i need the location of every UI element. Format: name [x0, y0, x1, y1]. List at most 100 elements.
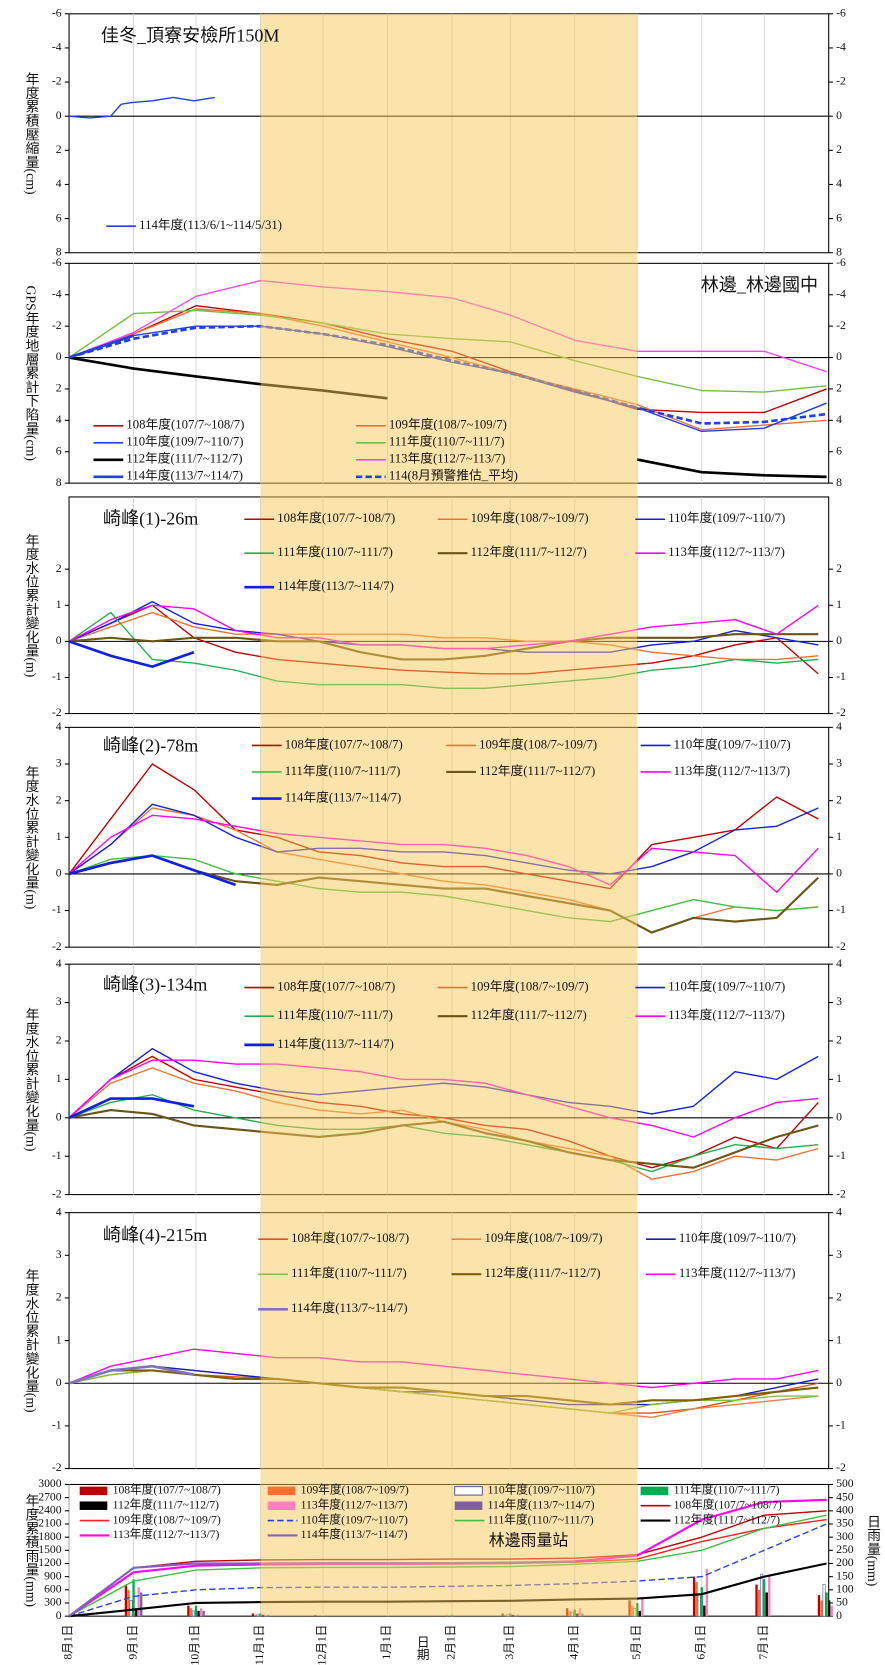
y-tick-label-right: -1: [836, 670, 846, 683]
y-tick-label: 2100: [38, 1517, 62, 1530]
legend-label: 113年度(112/7~113/7): [679, 1265, 796, 1280]
rain-bar: [132, 1579, 135, 1617]
y-tick-label: -1: [52, 1149, 62, 1162]
rain-bar: [251, 1613, 255, 1617]
x-tick-label: 11月1日: [253, 1625, 266, 1665]
rain-bar: [254, 1614, 257, 1617]
y-tick-label: 2: [56, 143, 62, 156]
rain-bar: [636, 1602, 639, 1617]
y-tick-label: 1: [56, 1072, 62, 1085]
legend-swatch: [640, 1486, 669, 1496]
legend-label: 113年度(112/7~113/7): [301, 1497, 408, 1511]
legend-label: 111年度(110/7~111/7): [291, 1265, 407, 1280]
legend-label: 111年度(110/7~111/7): [674, 1483, 780, 1497]
y-tick-label-right: 2: [836, 562, 842, 575]
x-tick-label: 7月1日: [757, 1625, 770, 1660]
legend-label: 110年度(109/7~110/7): [668, 510, 785, 525]
legend-label: 111年度(110/7~111/7): [277, 1007, 393, 1022]
legend-label: 109年度(108/7~109/7): [479, 736, 597, 751]
legend-label: 112年度(111/7~112/7): [471, 544, 587, 559]
legend-label: 113年度(112/7~113/7): [674, 763, 791, 778]
y-tick-label: 900: [44, 1569, 62, 1582]
y-tick-label: -6: [52, 6, 62, 19]
y-tick-label: 0: [56, 1110, 62, 1123]
y-tick-label-right: 6: [836, 444, 842, 457]
y2-tick-label: 250: [836, 1543, 854, 1556]
legend-label: 108年度(107/7~108/7): [285, 736, 403, 751]
legend-label: 111年度(110/7~111/7): [389, 434, 505, 449]
y2-axis-title: 日雨量(mm): [864, 1514, 881, 1586]
series-line: [68, 854, 236, 887]
x-tick-label: 4月1日: [567, 1625, 580, 1660]
series-line: [68, 1364, 195, 1385]
rain-bar: [692, 1576, 696, 1617]
x-tick-label: 10月1日: [189, 1625, 202, 1665]
series-line: [68, 640, 195, 668]
y-tick-label: -1: [52, 1419, 62, 1432]
legend-swatch: [79, 1486, 108, 1496]
y-tick-label: 1800: [38, 1530, 62, 1543]
x-tick-label: 6月1日: [694, 1625, 707, 1660]
y-axis-title: 年度水位累計變化量(m): [23, 533, 40, 677]
y-tick-label-right: -2: [836, 75, 846, 88]
rain-bar: [202, 1610, 205, 1617]
legend-label: 109年度(108/7~109/7): [113, 1512, 221, 1526]
y-tick-label-right: -2: [836, 940, 846, 953]
legend-label: 112年度(111/7~112/7): [484, 1265, 600, 1280]
rain-bar: [187, 1605, 190, 1617]
y-tick-label: 2400: [38, 1504, 62, 1517]
y-tick-label-right: 1: [836, 830, 842, 843]
legend-label: 109年度(108/7~109/7): [389, 417, 507, 432]
x-axis-title: 日期: [415, 1635, 429, 1662]
y-tick-label: 2: [56, 793, 62, 806]
legend-label: 109年度(108/7~109/7): [484, 1230, 602, 1245]
legend-swatch: [267, 1486, 296, 1496]
y-tick-label: -2: [52, 1187, 62, 1200]
legend-label: 108年度(107/7~108/7): [291, 1230, 409, 1245]
y-tick-label: 1500: [38, 1543, 62, 1556]
y-tick-label-right: 4: [836, 1205, 842, 1218]
y-tick-label: -4: [52, 287, 62, 300]
y-axis-title: 年度水位累計變化量(m): [23, 1007, 40, 1151]
rain-bar: [129, 1600, 133, 1617]
legend-label: 111年度(110/7~111/7): [285, 763, 401, 778]
rain-bar: [127, 1589, 130, 1617]
y2-tick-label: 200: [836, 1556, 854, 1569]
panel-title: 崎峰(1)-26m: [103, 508, 198, 529]
y-tick-label: 300: [44, 1596, 62, 1609]
y-tick-label: 0: [56, 109, 62, 122]
x-tick-label: 8月1日: [62, 1625, 75, 1660]
rain-bar: [830, 1605, 833, 1617]
legend-label: 114年度(113/6/1~114/5/31): [139, 217, 282, 232]
legend-label: 109年度(108/7~109/7): [301, 1483, 409, 1497]
y-tick-label-right: -2: [836, 1461, 846, 1474]
highlight-layer: [260, 13, 638, 1617]
y-tick-label: 6: [56, 444, 62, 457]
y-tick-label-right: 0: [836, 867, 842, 880]
legend-swatch: [79, 1501, 108, 1510]
y-tick-label-right: 4: [836, 957, 842, 970]
legend-label: 109年度(108/7~109/7): [471, 978, 589, 993]
legend-label: 108年度(107/7~108/7): [674, 1497, 782, 1511]
y-axis-title: GPS年度地層累計下陷量(cm): [23, 285, 40, 461]
legend-label: 114年度(113/7~114/7): [488, 1497, 595, 1511]
legend-label: 112年度(111/7~112/7): [674, 1512, 781, 1526]
panel-title: 崎峰(4)-215m: [103, 1225, 207, 1246]
y-tick-label: 4: [56, 413, 62, 426]
y-tick-label-right: -2: [836, 1187, 846, 1200]
rain-bar: [194, 1605, 198, 1617]
y-tick-label-right: -1: [836, 1149, 846, 1162]
rain-bar: [763, 1579, 766, 1617]
y-tick-label-right: 0: [836, 634, 842, 647]
legend-label: 114年度(113/7~114/7): [301, 1527, 408, 1541]
rain-bar: [820, 1600, 823, 1617]
rain-bar: [825, 1592, 828, 1617]
legend-swatch: [267, 1501, 296, 1510]
rain-bar: [197, 1610, 200, 1617]
legend-label: 113年度(112/7~113/7): [668, 544, 785, 559]
y-axis-title: 年度累積雨量(mm): [23, 1494, 40, 1607]
legend-label: 114年度(113/7~114/7): [285, 789, 402, 804]
rain-bar: [140, 1592, 143, 1617]
rain-bar: [757, 1589, 761, 1617]
